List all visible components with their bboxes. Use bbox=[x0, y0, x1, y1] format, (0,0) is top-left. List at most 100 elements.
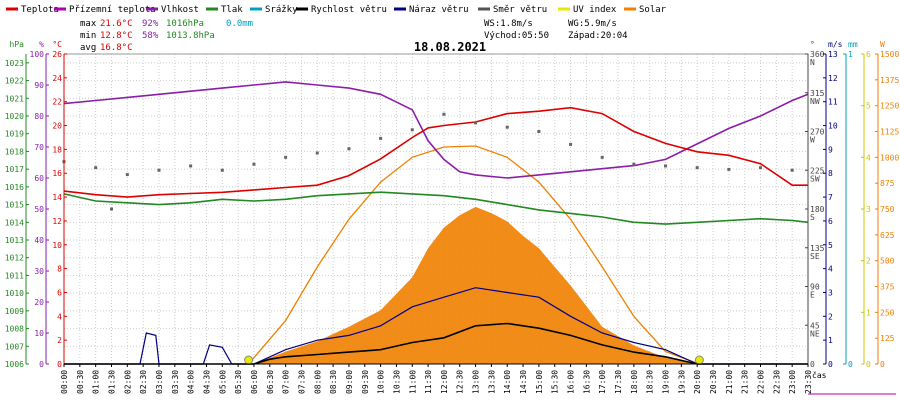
x-tick-label: 03:30 bbox=[171, 370, 180, 394]
wind-direction-point bbox=[125, 173, 129, 177]
humidity-unit: % bbox=[39, 40, 44, 49]
x-tick-label: 18:00 bbox=[630, 370, 639, 394]
sunset-marker bbox=[694, 355, 704, 365]
wind-dir-tick-label: 225 bbox=[810, 166, 825, 175]
wind-dir-compass-label: N bbox=[810, 58, 815, 67]
solar-tick-label: 750 bbox=[880, 205, 895, 214]
stat-max-hum: 92% bbox=[142, 19, 159, 29]
pressure-tick-label: 1012 bbox=[5, 254, 24, 263]
pressure-tick-label: 1021 bbox=[5, 94, 24, 103]
wind-dir-compass-label: NW bbox=[810, 97, 820, 106]
humidity-tick-label: 100 bbox=[30, 50, 45, 59]
legend-label: Vlhkost bbox=[161, 5, 199, 15]
stat-rain: 0.0mm bbox=[226, 19, 253, 29]
uv-tick-label: 0 bbox=[866, 360, 871, 369]
x-tick-label: 01:30 bbox=[107, 370, 116, 394]
x-tick-label: 17:30 bbox=[614, 370, 623, 394]
x-tick-label: 18:30 bbox=[646, 370, 655, 394]
wind-direction-point bbox=[189, 164, 193, 168]
wind-dir-compass-label: E bbox=[810, 291, 815, 300]
x-tick-label: 15:00 bbox=[535, 370, 544, 394]
humidity-tick-label: 70 bbox=[34, 143, 44, 152]
chart-title: 18.08.2021 bbox=[414, 40, 486, 54]
solar-tick-label: 1375 bbox=[880, 76, 899, 85]
wind-speed-tick-label: 5 bbox=[828, 241, 833, 250]
wind-direction-point bbox=[600, 155, 604, 159]
stat-wg: WG:5.9m/s bbox=[568, 19, 617, 29]
wind-direction-point bbox=[315, 151, 319, 155]
wind-dir-tick-label: 90 bbox=[810, 283, 820, 292]
wind-speed-tick-label: 8 bbox=[828, 169, 833, 178]
pressure-tick-label: 1016 bbox=[5, 183, 24, 192]
x-tick-label: 08:30 bbox=[329, 370, 338, 394]
temperature-tick-label: 0 bbox=[57, 360, 62, 369]
wind-direction-point bbox=[379, 136, 383, 140]
wind-direction-point bbox=[94, 166, 98, 170]
x-tick-label: 02:30 bbox=[139, 370, 148, 394]
humidity-tick-label: 0 bbox=[39, 360, 44, 369]
uv-tick-label: 2 bbox=[866, 257, 871, 266]
stat-avg-temp: 16.8°C bbox=[100, 43, 133, 53]
x-tick-label: 08:00 bbox=[313, 370, 322, 394]
stat-max-press: 1016hPa bbox=[166, 19, 204, 29]
solar-tick-label: 625 bbox=[880, 231, 895, 240]
solar-unit: W bbox=[880, 40, 885, 49]
humidity-tick-label: 80 bbox=[34, 112, 44, 121]
solar-area bbox=[64, 206, 808, 364]
wind-direction-point bbox=[505, 125, 509, 129]
x-tick-label: 06:00 bbox=[250, 370, 259, 394]
wind-dir-compass-label: SE bbox=[810, 252, 820, 261]
x-tick-label: 07:30 bbox=[297, 370, 306, 394]
pressure-tick-label: 1011 bbox=[5, 271, 24, 280]
stat-max-label: max bbox=[80, 19, 97, 29]
x-tick-label: 12:00 bbox=[440, 370, 449, 394]
humidity-tick-label: 40 bbox=[34, 236, 44, 245]
temperature-tick-label: 24 bbox=[52, 74, 62, 83]
solar-tick-label: 500 bbox=[880, 257, 895, 266]
pressure-tick-label: 1007 bbox=[5, 342, 24, 351]
uv-tick-label: 6 bbox=[866, 50, 871, 59]
humidity-tick-label: 60 bbox=[34, 174, 44, 183]
x-tick-label: 10:30 bbox=[392, 370, 401, 394]
solar-tick-label: 1500 bbox=[880, 50, 899, 59]
x-tick-label: 02:00 bbox=[123, 370, 132, 394]
wind-direction-point bbox=[790, 168, 794, 172]
wind-direction-point bbox=[727, 167, 731, 171]
uv-tick-label: 3 bbox=[866, 205, 871, 214]
rain-tick-label: 0 bbox=[848, 360, 853, 369]
pressure-line bbox=[63, 191, 809, 225]
pressure-tick-label: 1010 bbox=[5, 289, 24, 298]
pressure-tick-label: 1023 bbox=[5, 59, 24, 68]
wind-dir-compass-label: W bbox=[810, 136, 815, 145]
wind-direction-point bbox=[157, 168, 161, 172]
wind-speed-tick-label: 11 bbox=[828, 98, 838, 107]
x-tick-label: 21:00 bbox=[725, 370, 734, 394]
x-tick-label: 00:30 bbox=[76, 370, 85, 394]
stat-avg-label: avg bbox=[80, 43, 96, 53]
wind-speed-tick-label: 3 bbox=[828, 288, 833, 297]
x-tick-label: 05:30 bbox=[234, 370, 243, 394]
x-tick-label: 22:00 bbox=[757, 370, 766, 394]
pressure-tick-label: 1020 bbox=[5, 112, 24, 121]
temperature-line bbox=[63, 106, 808, 198]
legend-label: Náraz větru bbox=[409, 5, 469, 15]
temperature-tick-label: 4 bbox=[57, 312, 62, 321]
x-tick-label: 06:30 bbox=[266, 370, 275, 394]
wind-dir-tick-label: 315 bbox=[810, 89, 825, 98]
x-tick-label: 09:30 bbox=[361, 370, 370, 394]
x-tick-label: 05:00 bbox=[218, 370, 227, 394]
stat-ws: WS:1.8m/s bbox=[484, 19, 533, 29]
humidity-tick-label: 30 bbox=[34, 267, 44, 276]
wind-direction-point bbox=[284, 155, 288, 159]
wind-direction-point bbox=[537, 130, 541, 133]
x-tick-label: 12:30 bbox=[456, 370, 465, 394]
wind-speed-tick-label: 1 bbox=[828, 336, 833, 345]
wind-speed-tick-label: 13 bbox=[828, 50, 838, 59]
pressure-tick-label: 1009 bbox=[5, 307, 24, 316]
temperature-tick-label: 6 bbox=[57, 288, 62, 297]
uv-tick-label: 1 bbox=[866, 308, 871, 317]
wind-direction-point bbox=[252, 162, 256, 166]
x-tick-label: 19:00 bbox=[662, 370, 671, 394]
legend-label: Přízemní teplota bbox=[69, 5, 156, 15]
stat-min-hum: 58% bbox=[142, 31, 159, 41]
